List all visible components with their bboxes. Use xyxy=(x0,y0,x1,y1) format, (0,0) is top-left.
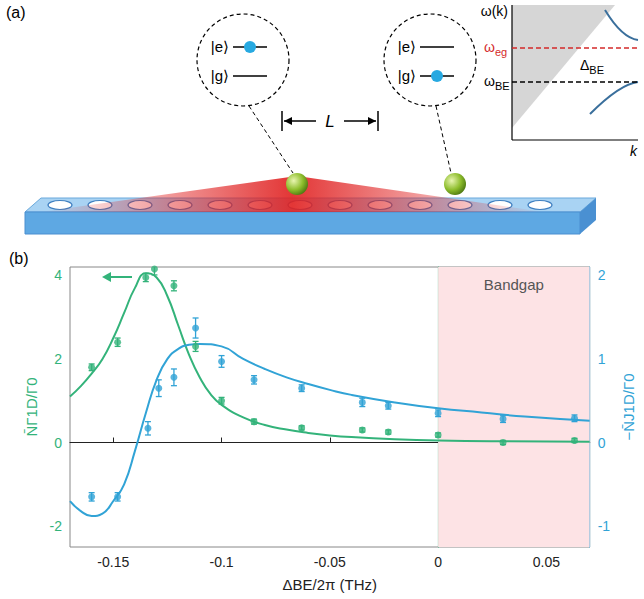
svg-text:ΔBE/2π (THz): ΔBE/2π (THz) xyxy=(283,576,378,593)
svg-text:k: k xyxy=(630,143,638,159)
svg-text:-1: -1 xyxy=(598,518,611,534)
svg-text:|e⟩: |e⟩ xyxy=(398,38,416,55)
svg-text:-0.1: -0.1 xyxy=(210,554,234,570)
svg-text:−N̄J1D/Γ0: −N̄J1D/Γ0 xyxy=(620,373,637,440)
svg-text:-0.05: -0.05 xyxy=(314,554,346,570)
svg-text:ΔBE: ΔBE xyxy=(580,57,604,76)
svg-text:2: 2 xyxy=(54,351,62,367)
svg-text:ωBE: ωBE xyxy=(484,73,510,92)
svg-text:(a): (a) xyxy=(6,4,26,21)
svg-text:Bandgap: Bandgap xyxy=(484,276,544,293)
svg-text:0: 0 xyxy=(598,435,606,451)
svg-text:(b): (b) xyxy=(9,250,29,267)
svg-text:0.05: 0.05 xyxy=(533,554,560,570)
svg-text:|g⟩: |g⟩ xyxy=(398,67,416,84)
svg-text:-2: -2 xyxy=(50,518,63,534)
svg-text:|g⟩: |g⟩ xyxy=(211,67,229,84)
svg-text:-0.15: -0.15 xyxy=(97,554,129,570)
svg-text:2: 2 xyxy=(598,267,606,283)
svg-text:0: 0 xyxy=(434,554,442,570)
svg-text:L: L xyxy=(325,112,334,131)
svg-text:ω(k): ω(k) xyxy=(481,3,508,19)
svg-text:0: 0 xyxy=(54,435,62,451)
svg-text:4: 4 xyxy=(54,267,62,283)
svg-text:N̄Γ1D/Γ0: N̄Γ1D/Γ0 xyxy=(23,377,40,436)
svg-text:ωeg: ωeg xyxy=(484,39,507,58)
svg-text:1: 1 xyxy=(598,351,606,367)
svg-text:|e⟩: |e⟩ xyxy=(211,38,229,55)
